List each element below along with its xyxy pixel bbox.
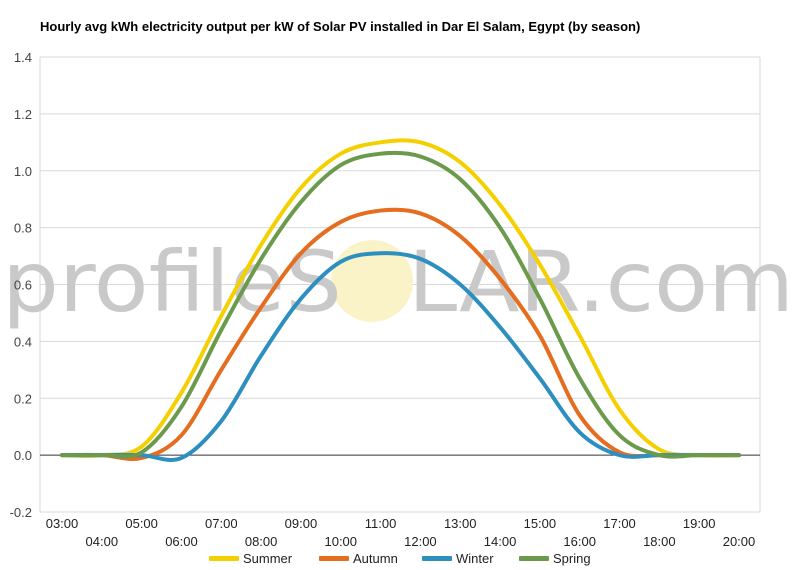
y-tick-label: 0.8 — [14, 221, 32, 236]
x-tick-label: 16:00 — [563, 534, 596, 549]
x-tick-label: 15:00 — [524, 516, 557, 531]
x-tick-label: 14:00 — [484, 534, 517, 549]
legend-item-autumn: Autumn — [319, 551, 398, 566]
legend-label: Spring — [553, 551, 591, 566]
x-tick-label: 11:00 — [365, 516, 397, 531]
y-tick-label: 0.2 — [14, 391, 32, 406]
x-tick-label: 08:00 — [245, 534, 278, 549]
series-lines — [60, 138, 741, 462]
y-tick-label: -0.2 — [10, 505, 32, 520]
legend-label: Summer — [243, 551, 293, 566]
x-tick-label: 19:00 — [683, 516, 716, 531]
y-tick-label: 0.6 — [14, 278, 32, 293]
x-tick-label: 20:00 — [723, 534, 756, 549]
watermark-text-right: LAR.com — [408, 233, 794, 331]
x-tick-label: 13:00 — [444, 516, 477, 531]
legend-swatch — [319, 556, 349, 561]
series-line-spring — [60, 150, 741, 459]
series-line-autumn — [60, 207, 741, 461]
series-line-summer — [60, 138, 741, 458]
y-tick-label: 1.0 — [14, 164, 32, 179]
x-tick-label: 12:00 — [404, 534, 437, 549]
watermark-text-left: profileS — [2, 233, 342, 331]
legend-label: Winter — [456, 551, 494, 566]
legend-label: Autumn — [353, 551, 398, 566]
legend-swatch — [209, 556, 239, 561]
legend-item-summer: Summer — [209, 551, 293, 566]
legend: Summer Autumn Winter Spring — [209, 551, 591, 566]
legend-swatch — [519, 556, 549, 561]
legend-swatch — [422, 556, 452, 561]
chart-title: Hourly avg kWh electricity output per kW… — [40, 19, 641, 34]
y-axis-ticks: -0.2 0.0 0.2 0.4 0.6 0.8 1.0 1.2 1.4 — [10, 50, 32, 520]
x-tick-label: 05:00 — [125, 516, 158, 531]
watermark: profileS LAR.com — [2, 233, 794, 331]
y-tick-label: 0.4 — [14, 334, 32, 349]
x-tick-label: 09:00 — [285, 516, 318, 531]
watermark-sun — [331, 240, 413, 322]
x-tick-label: 04:00 — [86, 534, 119, 549]
legend-item-spring: Spring — [519, 551, 591, 566]
x-axis-ticks: 03:00 04:00 05:00 06:00 07:00 08:00 09:00 10:00… — [46, 516, 756, 549]
x-tick-label: 06:00 — [165, 534, 198, 549]
legend-item-winter: Winter — [422, 551, 494, 566]
y-tick-label: 1.2 — [14, 107, 32, 122]
x-tick-label: 10:00 — [324, 534, 357, 549]
series-line-winter — [60, 251, 741, 462]
x-tick-label: 18:00 — [643, 534, 676, 549]
x-tick-label: 03:00 — [46, 516, 79, 531]
x-tick-label: 17:00 — [603, 516, 636, 531]
y-tick-label: 1.4 — [14, 50, 32, 65]
y-tick-label: 0.0 — [14, 448, 32, 463]
x-tick-label: 07:00 — [205, 516, 238, 531]
